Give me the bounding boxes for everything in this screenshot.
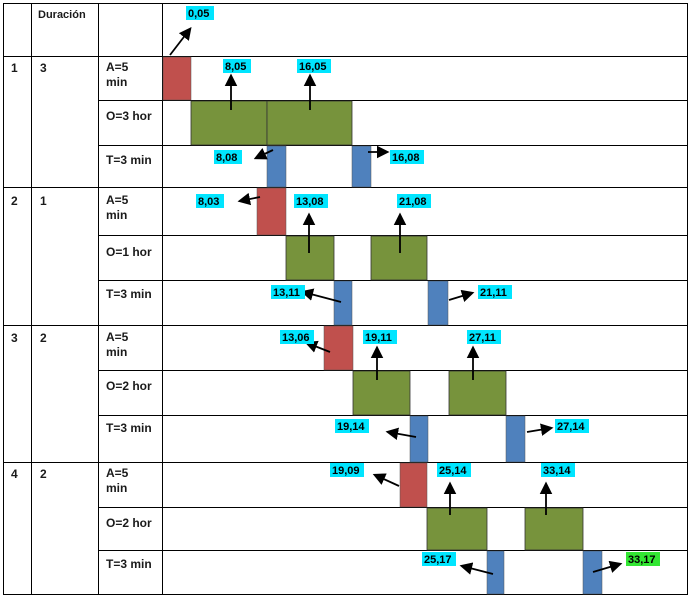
time-label: 25,17: [424, 554, 452, 566]
operation-bar: [285, 235, 335, 281]
operation-row-label: O=1 hor: [106, 245, 152, 259]
operation-bar: [352, 370, 411, 416]
bars: [162, 56, 603, 595]
arrow: [300, 288, 342, 303]
transfer-bar: [266, 145, 287, 188]
arrival-bar: [399, 462, 428, 508]
arrival-row-label-line2: min: [106, 481, 127, 495]
time-label: 21,11: [480, 287, 507, 299]
arrow: [526, 423, 554, 436]
transfer-bar: [582, 550, 603, 595]
time-label: 33,14: [543, 465, 571, 477]
arrival-row-label-line2: min: [106, 75, 127, 89]
operation-row-label: O=3 hor: [106, 109, 152, 123]
time-label: 16,05: [299, 61, 327, 73]
arrow: [237, 192, 261, 206]
operation-row-label: O=2 hor: [106, 516, 152, 530]
job-row-4: 4 2 A=5 min O=2 hor T=3 min: [11, 466, 152, 571]
job-duration: 2: [40, 467, 47, 481]
operation-bar: [524, 507, 584, 551]
header-duracion: Duración: [38, 9, 86, 21]
job-duration: 3: [40, 61, 47, 75]
arrow: [253, 148, 274, 160]
operation-bar: [370, 235, 428, 281]
arrow: [592, 560, 623, 573]
arrow: [169, 27, 192, 56]
transfer-row-label: T=3 min: [106, 557, 152, 571]
job-duration: 1: [40, 194, 47, 208]
transfer-bar: [505, 415, 526, 463]
job-id: 3: [11, 331, 18, 345]
arrival-row-label-line1: A=5: [106, 466, 129, 480]
transfer-row-label: T=3 min: [106, 287, 152, 301]
time-label: 19,09: [332, 465, 360, 477]
arrows: [169, 27, 623, 575]
time-label: 21,08: [399, 196, 427, 208]
arrival-row-label-line2: min: [106, 208, 127, 222]
arrow: [448, 289, 475, 302]
arrival-row-label-line2: min: [106, 345, 127, 359]
time-label: 8,03: [198, 196, 219, 208]
operation-bar: [426, 507, 488, 551]
arrow: [304, 340, 331, 353]
time-label: 8,08: [216, 152, 237, 164]
arrival-bar: [256, 187, 287, 236]
job-id: 2: [11, 194, 18, 208]
time-label: 13,11: [273, 287, 300, 299]
time-label: 16,08: [392, 152, 420, 164]
transfer-row-label: T=3 min: [106, 421, 152, 435]
time-label: 0,05: [188, 8, 209, 20]
time-label: 27,14: [557, 421, 585, 433]
arrow: [385, 427, 417, 440]
time-label: 25,14: [439, 465, 467, 477]
time-label: 19,11: [365, 332, 392, 344]
time-label: 13,06: [282, 332, 310, 344]
time-label: 19,14: [337, 421, 365, 433]
arrow: [459, 562, 494, 575]
job-row-1: 1 3 A=5 min O=3 hor T=3 min: [11, 60, 152, 167]
operation-bar: [190, 100, 268, 146]
time-label: 13,08: [296, 196, 324, 208]
transfer-row-label: T=3 min: [106, 153, 152, 167]
table-grid: [3, 3, 688, 595]
time-label: 27,11: [469, 332, 496, 344]
arrival-row-label-line1: A=5: [106, 330, 129, 344]
job-id: 1: [11, 61, 18, 75]
transfer-bar: [333, 280, 353, 326]
arrival-bar: [162, 56, 192, 101]
job-id: 4: [11, 467, 18, 481]
arrow: [372, 473, 400, 487]
arrival-row-label-line1: A=5: [106, 60, 129, 74]
transfer-bar: [409, 415, 429, 463]
transfer-bar: [427, 280, 449, 326]
arrival-row-label-line1: A=5: [106, 193, 129, 207]
final-time-label: 33,17: [628, 554, 656, 566]
job-row-2: 2 1 A=5 min O=1 hor T=3 min: [11, 193, 152, 301]
operation-bar: [448, 370, 507, 416]
transfer-bar: [351, 145, 372, 188]
job-row-3: 3 2 A=5 min O=2 hor T=3 min: [11, 330, 152, 435]
operation-row-label: O=2 hor: [106, 379, 152, 393]
arrival-bar: [323, 325, 354, 371]
time-label: 8,05: [225, 61, 246, 73]
job-duration: 2: [40, 331, 47, 345]
value-labels: 0,05 8,05 16,05 8,08 16,08 8,03 13,08 21…: [186, 6, 660, 566]
